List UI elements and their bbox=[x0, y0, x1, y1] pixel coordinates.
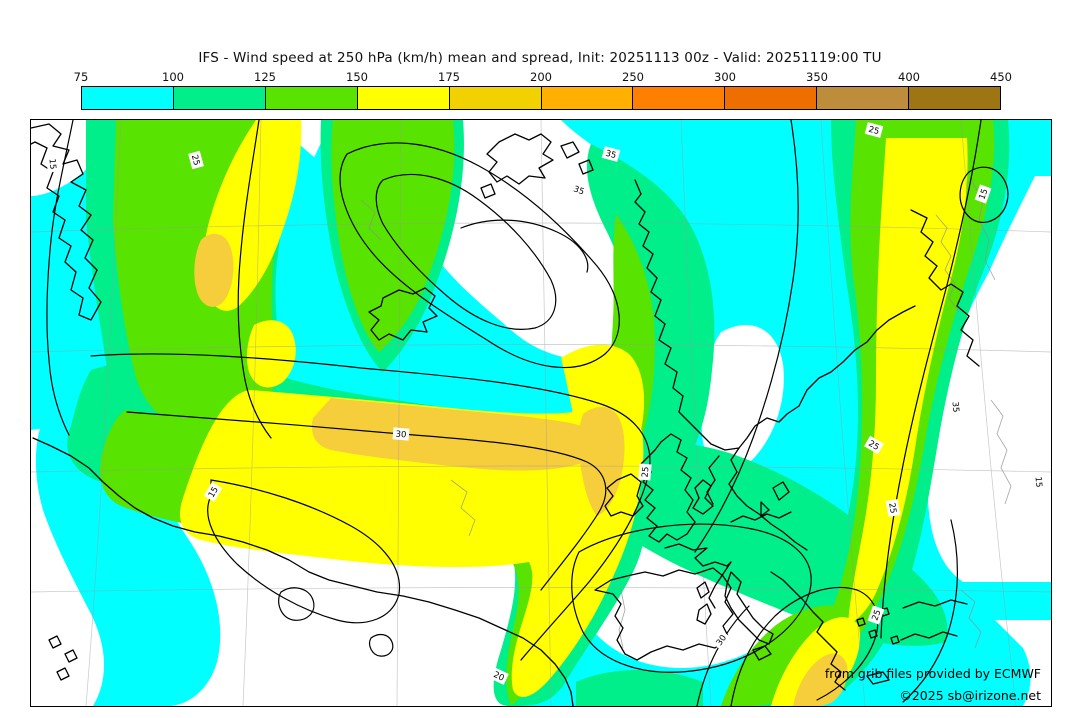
colorbar-tick: 450 bbox=[990, 70, 1012, 84]
colorbar bbox=[81, 86, 1001, 110]
contour-label: 35 bbox=[950, 401, 961, 413]
coast-channel-france bbox=[664, 543, 732, 609]
colorbar-segment bbox=[265, 87, 358, 109]
coast-sicily-sardinia bbox=[696, 581, 772, 661]
contour-label: 15 bbox=[207, 485, 221, 499]
coast-svalbard bbox=[486, 133, 554, 185]
coast-canary-islets bbox=[48, 635, 78, 681]
coast-denmark bbox=[692, 479, 714, 515]
colorbar-segment bbox=[357, 87, 450, 109]
contour-label: 25 bbox=[886, 502, 898, 514]
coast-ireland bbox=[604, 473, 644, 517]
coast-nl-germany bbox=[730, 511, 792, 523]
coast-baltic-east bbox=[728, 447, 808, 551]
contour-label: 35 bbox=[604, 149, 617, 161]
contour-value-labels: 15 25 35 35 25 15 25 35 25 15 25 25 30 1… bbox=[46, 122, 1046, 685]
contour-label: 25 bbox=[641, 466, 652, 478]
coast-baltic-west bbox=[706, 455, 720, 505]
colorbar-segment bbox=[817, 87, 910, 109]
colorbar-tick: 100 bbox=[162, 70, 184, 84]
wind-band-175-200-regions bbox=[194, 233, 848, 706]
colorbar-tick: 400 bbox=[898, 70, 920, 84]
colorbar-tick: 175 bbox=[438, 70, 460, 84]
contour-label: 25 bbox=[866, 439, 880, 453]
contour-label: 25 bbox=[870, 609, 883, 623]
contour-label: 15 bbox=[47, 158, 58, 170]
contour-label: 25 bbox=[189, 154, 201, 167]
attribution-copyright: ©2025 sb@irizone.net bbox=[899, 688, 1041, 703]
colorbar-tick: 300 bbox=[714, 70, 736, 84]
colorbar-tick: 350 bbox=[806, 70, 828, 84]
coast-norway bbox=[634, 179, 916, 451]
colorbar-tick: 75 bbox=[73, 70, 89, 84]
contour-label: 15 bbox=[1033, 476, 1044, 488]
coast-gotland bbox=[760, 481, 790, 517]
attribution-source: from grib files provided by ECMWF bbox=[825, 666, 1041, 681]
contour-label: 25 bbox=[867, 125, 880, 137]
coast-greenland bbox=[31, 123, 102, 321]
contour-label: 35 bbox=[572, 184, 586, 197]
colorbar-tick: 250 bbox=[622, 70, 644, 84]
colorbar-tick: 125 bbox=[254, 70, 276, 84]
chart-title: IFS - Wind speed at 250 hPa (km/h) mean … bbox=[198, 50, 882, 66]
country-border-lines bbox=[360, 179, 1012, 649]
colorbar-segment bbox=[173, 87, 266, 109]
colorbar-tick: 200 bbox=[530, 70, 552, 84]
colorbar-tick: 150 bbox=[346, 70, 368, 84]
coast-svalbard-islet bbox=[480, 141, 594, 199]
contour-label: 20 bbox=[492, 670, 506, 684]
coast-north-africa bbox=[32, 437, 574, 706]
colorbar-segment bbox=[633, 87, 726, 109]
colorbar-segment bbox=[541, 87, 634, 109]
contour-label: 15 bbox=[977, 188, 990, 202]
colorbar-tick-row: 75 100 125 150 175 200 250 300 350 400 4… bbox=[0, 70, 1080, 84]
colorbar-segment bbox=[725, 87, 818, 109]
coast-balkans-greece bbox=[770, 571, 846, 691]
wind-speed-map: 15 25 35 35 25 15 25 35 25 15 25 25 30 1… bbox=[30, 119, 1052, 707]
wind-speed-map-canvas: 15 25 35 35 25 15 25 35 25 15 25 25 30 1… bbox=[31, 120, 1051, 706]
colorbar-segment bbox=[449, 87, 542, 109]
coast-italy bbox=[724, 571, 774, 645]
spread-contours bbox=[46, 120, 1009, 706]
coast-iceland bbox=[368, 287, 438, 341]
coast-aegean-islands bbox=[856, 607, 900, 685]
colorbar-segment bbox=[909, 87, 1001, 109]
contour-label: 30 bbox=[395, 430, 407, 441]
attribution: from grib files provided by ECMWF ©2025 … bbox=[825, 666, 1041, 703]
colorbar-segment bbox=[82, 87, 174, 109]
